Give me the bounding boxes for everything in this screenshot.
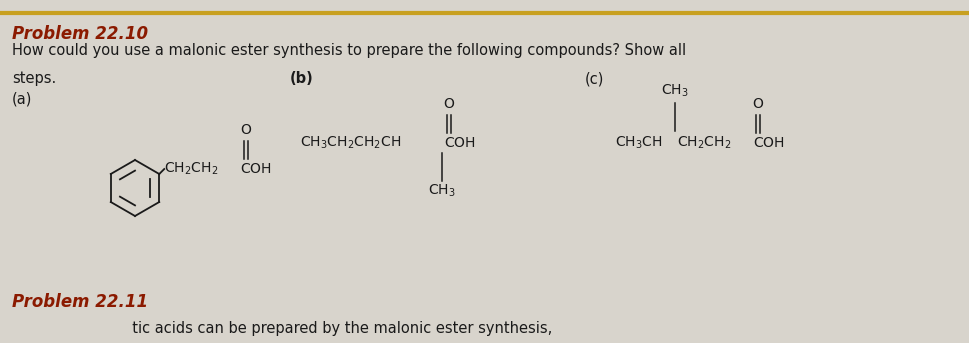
Text: $\mathregular{COH}$: $\mathregular{COH}$ xyxy=(444,136,476,150)
Text: How could you use a malonic ester synthesis to prepare the following compounds? : How could you use a malonic ester synthe… xyxy=(12,43,686,58)
Text: $\mathregular{CH_2CH_2}$: $\mathregular{CH_2CH_2}$ xyxy=(677,135,732,151)
Text: (c): (c) xyxy=(585,71,605,86)
Text: tic acids can be prepared by the malonic ester synthesis,: tic acids can be prepared by the malonic… xyxy=(12,321,552,336)
Text: $\mathregular{COH}$: $\mathregular{COH}$ xyxy=(240,162,272,176)
Text: O: O xyxy=(752,97,763,111)
Text: $\mathregular{COH}$: $\mathregular{COH}$ xyxy=(753,136,785,150)
Text: $\mathregular{CH_3CH}$: $\mathregular{CH_3CH}$ xyxy=(615,135,663,151)
Text: $\mathregular{CH_3}$: $\mathregular{CH_3}$ xyxy=(428,183,455,199)
Text: O: O xyxy=(443,97,453,111)
Text: O: O xyxy=(240,123,251,137)
Text: $\mathregular{CH_3CH_2CH_2CH}$: $\mathregular{CH_3CH_2CH_2CH}$ xyxy=(300,135,401,151)
Text: steps.: steps. xyxy=(12,71,56,86)
Text: $\mathregular{CH_3}$: $\mathregular{CH_3}$ xyxy=(661,83,689,99)
Text: (b): (b) xyxy=(290,71,314,86)
Text: Problem 22.10: Problem 22.10 xyxy=(12,25,148,43)
Text: Problem 22.11: Problem 22.11 xyxy=(12,293,148,311)
Text: $\mathregular{CH_2CH_2}$: $\mathregular{CH_2CH_2}$ xyxy=(165,161,219,177)
Text: (a): (a) xyxy=(12,91,32,106)
